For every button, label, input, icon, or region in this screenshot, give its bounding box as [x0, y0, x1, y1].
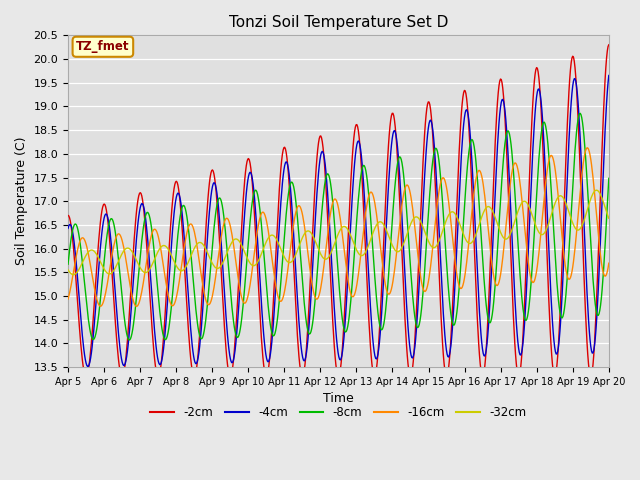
X-axis label: Time: Time	[323, 392, 354, 405]
Title: Tonzi Soil Temperature Set D: Tonzi Soil Temperature Set D	[228, 15, 448, 30]
Y-axis label: Soil Temperature (C): Soil Temperature (C)	[15, 137, 28, 265]
Text: TZ_fmet: TZ_fmet	[76, 40, 130, 53]
Legend: -2cm, -4cm, -8cm, -16cm, -32cm: -2cm, -4cm, -8cm, -16cm, -32cm	[146, 402, 531, 424]
